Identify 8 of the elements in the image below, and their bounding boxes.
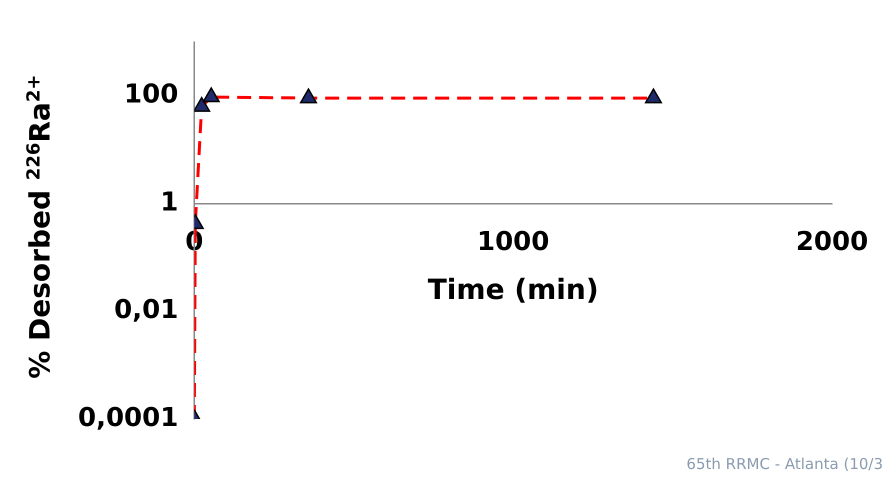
y-tick-label: 0,01 [114,295,178,326]
x-axis-title: Time (min) [428,272,599,306]
x-tick-label: 2000 [796,226,868,257]
y-tick-label: 100 [124,80,178,110]
y-tick-label: 1 [160,187,178,218]
x-tick-label: 1000 [476,226,550,257]
text: 65th RRMC - Atlanta (10/3 [686,455,883,473]
y-tick-label: 0,0001 [78,402,178,433]
